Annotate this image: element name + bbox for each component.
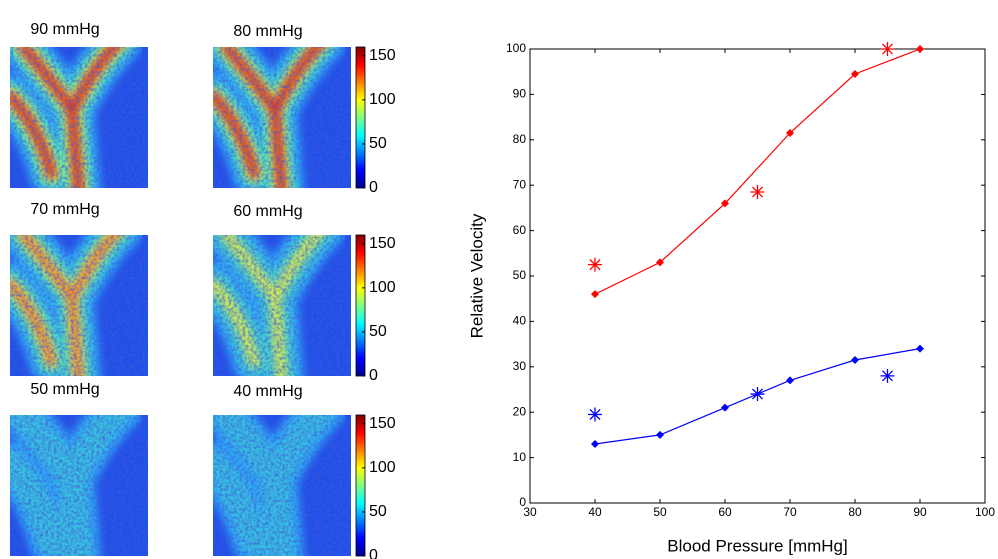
heatmap-image bbox=[10, 235, 148, 376]
panel-title: 80 mmHg bbox=[233, 23, 302, 40]
colorbar bbox=[355, 46, 366, 189]
y-tick-label: 60 bbox=[513, 223, 527, 237]
panel-title: 70 mmHg bbox=[30, 201, 99, 218]
panel-title: 60 mmHg bbox=[233, 203, 302, 220]
x-tick-label: 30 bbox=[523, 505, 537, 519]
colorbar bbox=[355, 414, 366, 557]
heatmap-image bbox=[213, 47, 351, 188]
star-point bbox=[750, 185, 765, 200]
colorbar bbox=[355, 234, 366, 377]
heatmap-image bbox=[10, 47, 148, 188]
star-point bbox=[880, 368, 895, 383]
data-point bbox=[851, 69, 859, 78]
data-point bbox=[591, 439, 599, 448]
y-tick-label: 30 bbox=[513, 359, 527, 373]
panel-title: 50 mmHg bbox=[30, 381, 99, 398]
data-point bbox=[786, 376, 794, 385]
star-point bbox=[588, 257, 602, 272]
x-tick-label: 70 bbox=[783, 505, 797, 519]
y-tick-label: 90 bbox=[513, 87, 527, 101]
data-point bbox=[656, 258, 664, 267]
y-tick-label: 80 bbox=[513, 132, 527, 146]
colorbar-tick-label: 50 bbox=[369, 135, 387, 152]
y-tick-label: 50 bbox=[513, 268, 527, 282]
y-tick-label: 40 bbox=[513, 314, 527, 328]
colorbar-tick-label: 0 bbox=[369, 547, 378, 559]
colorbar-tick-label: 50 bbox=[369, 323, 387, 340]
y-tick-label: 0 bbox=[519, 495, 526, 509]
star-point bbox=[588, 407, 602, 422]
heatmap-noise bbox=[213, 235, 351, 376]
data-point bbox=[721, 403, 729, 412]
heatmap-noise bbox=[213, 415, 351, 556]
x-tick-label: 90 bbox=[913, 505, 927, 519]
x-tick-label: 60 bbox=[718, 505, 732, 519]
colorbar-tick-label: 150 bbox=[369, 235, 396, 252]
data-point bbox=[916, 344, 924, 353]
heatmap-image bbox=[213, 235, 351, 376]
y-tick-label: 100 bbox=[506, 41, 526, 55]
panel-title: 90 mmHg bbox=[30, 21, 99, 38]
data-point bbox=[916, 45, 924, 53]
heatmap-noise bbox=[10, 235, 148, 376]
y-axis-label: Relative Velocity bbox=[467, 213, 486, 338]
data-point bbox=[786, 128, 794, 137]
x-tick-label: 50 bbox=[653, 505, 667, 519]
x-tick-label: 80 bbox=[848, 505, 862, 519]
colorbar-tick-label: 100 bbox=[369, 459, 396, 476]
x-tick-label: 100 bbox=[975, 505, 995, 519]
colorbar-tick-label: 100 bbox=[369, 91, 396, 108]
colorbar-tick-label: 0 bbox=[369, 179, 378, 196]
colorbar-tick-label: 100 bbox=[369, 279, 396, 296]
x-tick-label: 40 bbox=[588, 505, 602, 519]
heatmap-noise bbox=[10, 47, 148, 188]
colorbar-tick-label: 150 bbox=[369, 47, 396, 64]
data-point bbox=[721, 199, 729, 208]
heatmap-noise bbox=[213, 47, 351, 188]
star-point bbox=[880, 42, 895, 56]
plot-area bbox=[529, 48, 986, 504]
fit-line bbox=[594, 48, 921, 295]
x-axis-label: Blood Pressure [mmHg] bbox=[667, 536, 847, 555]
y-tick-label: 20 bbox=[513, 404, 527, 418]
colorbar-tick-label: 150 bbox=[369, 415, 396, 432]
data-point bbox=[656, 430, 664, 439]
heatmap-image bbox=[213, 415, 351, 556]
data-point bbox=[591, 290, 599, 299]
colorbar-tick-label: 0 bbox=[369, 367, 378, 384]
panel-title: 40 mmHg bbox=[233, 383, 302, 400]
star-point bbox=[750, 387, 765, 402]
heatmap-noise bbox=[10, 415, 148, 556]
y-tick-label: 70 bbox=[513, 177, 527, 191]
y-tick-label: 10 bbox=[513, 450, 527, 464]
colorbar-tick-label: 50 bbox=[369, 503, 387, 520]
data-point bbox=[851, 355, 859, 364]
heatmap-image bbox=[10, 415, 148, 556]
